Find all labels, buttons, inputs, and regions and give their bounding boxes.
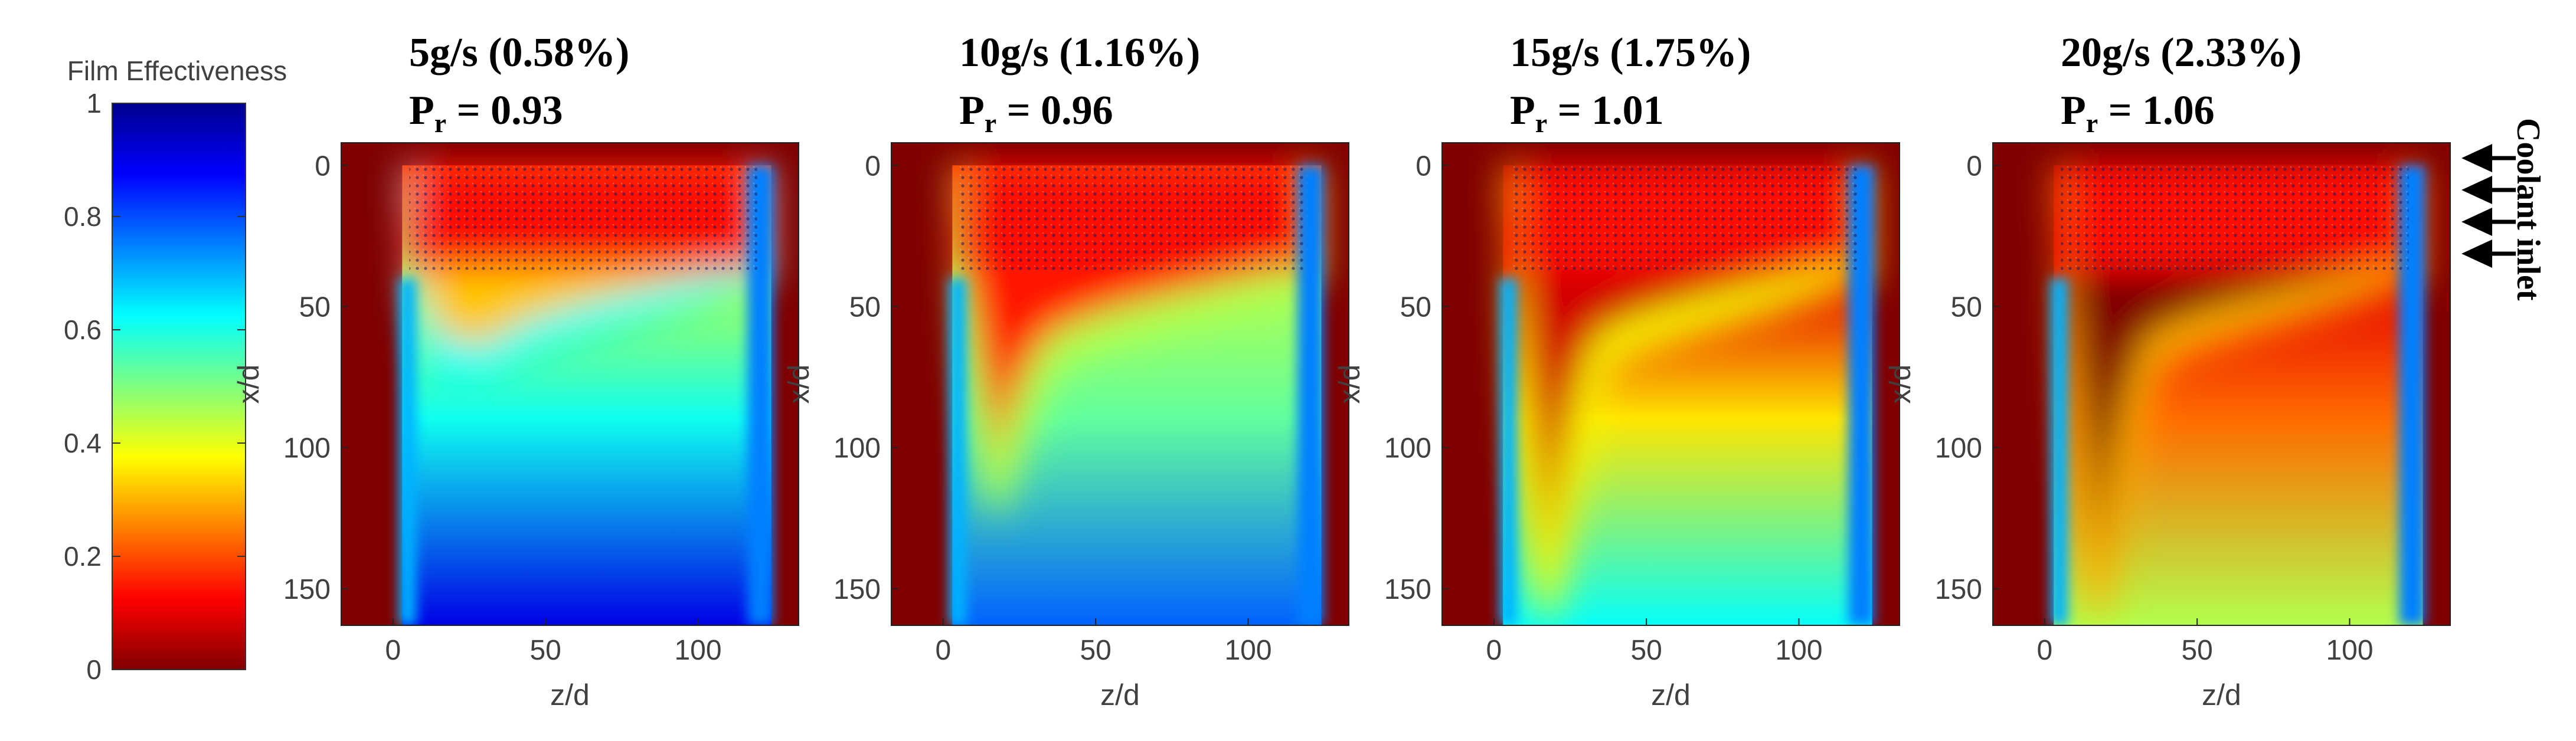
panel-subtitle: Pr = 0.96 [959,88,1113,138]
y-tick-label: 50 [299,291,331,323]
heatmap-panels: 0 50 100 0 50 100 150 z/d x/d 5g/s (0.58%) Pr = 0.… [232,30,2451,712]
y-tick-label: 0 [315,150,331,182]
panel-frame [1441,142,1900,626]
y-tick-label: 50 [849,291,881,323]
coolant-inlet-annotation: Coolant inlet [2461,118,2546,301]
left-arrow-icon [2461,208,2516,236]
heatmap-image [341,143,799,625]
colorbar-tick-label: 0.2 [64,541,102,572]
y-tick-label: 50 [1951,291,1982,323]
left-arrow-icon [2461,144,2516,172]
coolant-hole-array [2061,165,2409,270]
heatmap-image [1993,143,2450,625]
panel-frame [1992,142,2451,626]
colorbar-tick-label: 0.6 [64,314,102,345]
y-axis-label: x/d [782,365,815,404]
panel-title: 15g/s (1.75%) [1510,30,1751,76]
panel-title: 10g/s (1.16%) [959,30,1200,76]
x-axis-label: z/d [1100,678,1140,712]
y-tick-label: 100 [283,433,331,464]
x-tick-label: 0 [935,635,951,666]
y-tick-label: 0 [865,150,881,182]
heatmap-panel-4: 0 50 100 0 50 100 150 z/d x/d 20g/s (2.33%) Pr = 1… [1884,30,2451,712]
y-axis-label: x/d [1333,365,1366,404]
heatmap-panel-3: 0 50 100 0 50 100 150 z/d x/d 15g/s (1.75%) Pr = 1… [1333,30,1900,712]
x-axis-label: z/d [2202,678,2241,712]
x-tick-label: 100 [2326,635,2373,666]
y-axis-label: x/d [232,365,265,404]
panel-title: 5g/s (0.58%) [409,30,629,76]
colorbar: Film Effectiveness 0 0.2 0.4 0.6 0.8 1 [64,55,287,685]
x-tick-label: 50 [1080,635,1111,666]
y-tick-label: 150 [1384,574,1431,605]
colorbar-tick-label: 0.4 [64,428,102,458]
colorbar-ticks: 0 0.2 0.4 0.6 0.8 1 [64,88,246,685]
colorbar-tick-label: 0.8 [64,201,102,232]
coolant-hole-array [409,165,757,270]
left-arrow-icon [2461,240,2516,268]
y-tick-label: 100 [1935,433,1982,464]
coolant-inlet-label: Coolant inlet [2510,118,2546,301]
panel-subtitle: Pr = 1.06 [2061,88,2215,138]
x-tick-label: 0 [385,635,401,666]
colorbar-gradient [112,103,246,670]
y-axis-label: x/d [1884,365,1917,404]
y-tick-label: 50 [1400,291,1431,323]
x-axis-label: z/d [550,678,590,712]
y-tick-label: 0 [1416,150,1431,182]
panel-title: 20g/s (2.33%) [2061,30,2302,76]
heatmap-image [1442,143,1900,625]
x-tick-label: 100 [1775,635,1822,666]
panel-subtitle: Pr = 0.93 [409,88,563,138]
x-tick-label: 0 [1486,635,1502,666]
x-tick-label: 50 [529,635,561,666]
x-tick-label: 50 [1630,635,1662,666]
x-tick-label: 100 [1224,635,1271,666]
colorbar-tick-label: 1 [86,88,102,119]
x-tick-label: 100 [674,635,721,666]
y-tick-label: 150 [833,574,881,605]
heatmap-image [891,143,1349,625]
x-tick-label: 0 [2036,635,2052,666]
y-tick-label: 150 [1935,574,1982,605]
y-tick-label: 150 [283,574,331,605]
y-tick-label: 0 [1966,150,1982,182]
heatmap-panel-1: 0 50 100 0 50 100 150 z/d x/d 5g/s (0.58%) Pr = 0.… [232,30,799,712]
colorbar-tick-label: 0 [86,654,102,685]
heatmap-panel-2: 0 50 100 0 50 100 150 z/d x/d 10g/s (1.16%) Pr = 0… [782,30,1349,712]
coolant-hole-array [1510,165,1858,270]
panel-frame [341,142,799,626]
y-tick-label: 100 [1384,433,1431,464]
colorbar-label: Film Effectiveness [67,55,287,86]
left-arrow-icon [2461,176,2516,204]
panel-frame [891,142,1349,626]
y-tick-label: 100 [833,433,881,464]
coolant-hole-array [959,165,1307,270]
panel-subtitle: Pr = 1.01 [1510,88,1664,138]
coolant-arrows [2461,144,2516,268]
x-axis-label: z/d [1651,678,1691,712]
x-tick-label: 50 [2181,635,2212,666]
